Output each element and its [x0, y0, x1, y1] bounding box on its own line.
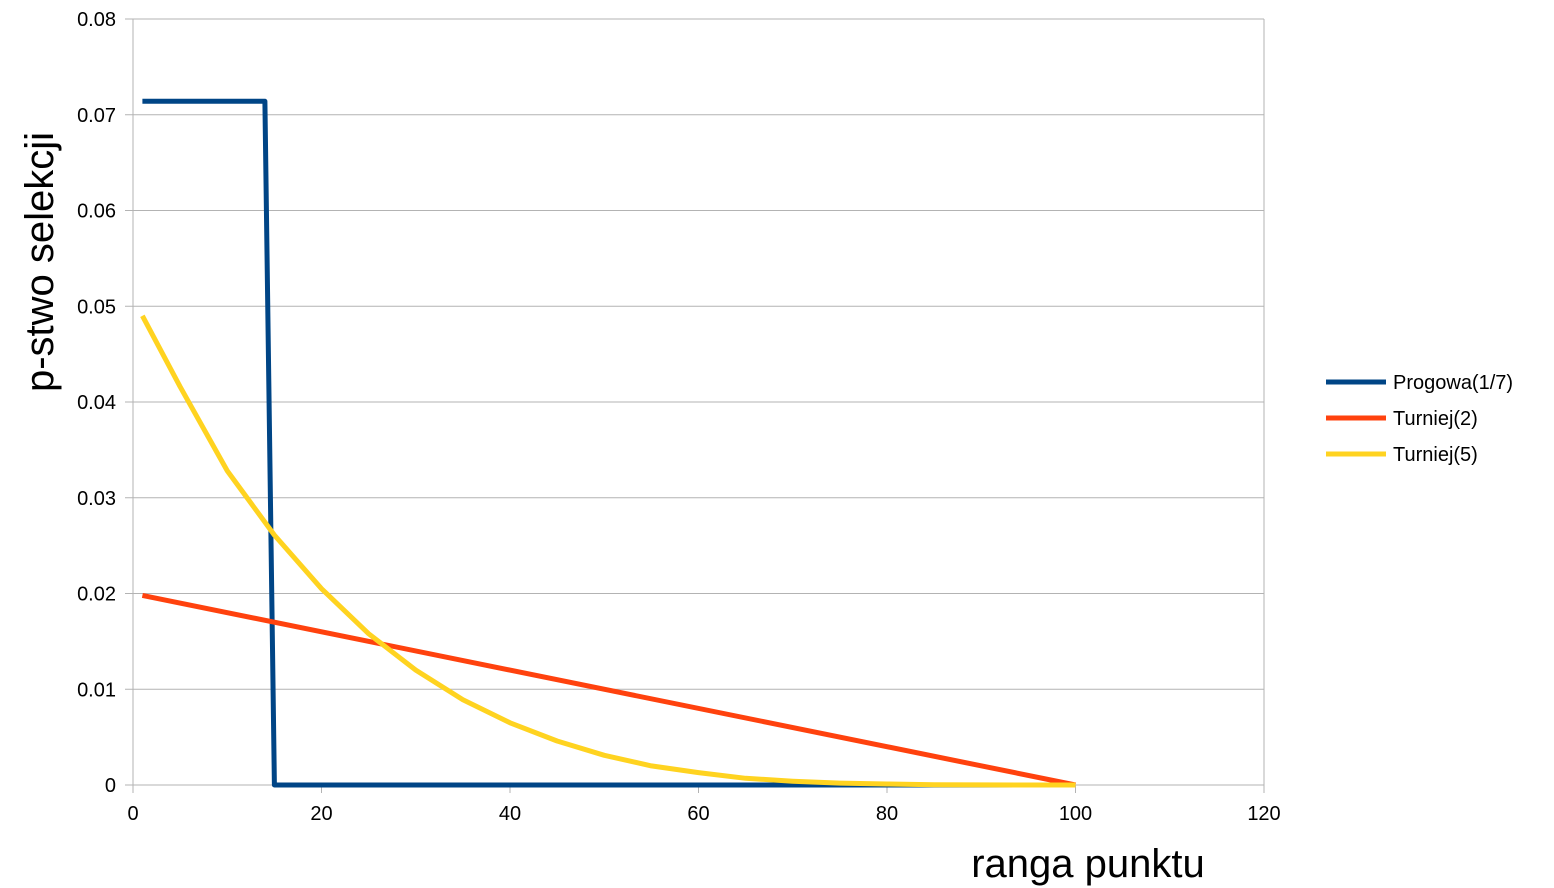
gridlines — [133, 18, 1264, 690]
y-tick-label: 0.03 — [77, 488, 116, 510]
legend-label-1: Turniej(2) — [1393, 408, 1478, 430]
y-tick-label: 0.01 — [77, 679, 116, 701]
axes — [125, 18, 1265, 793]
x-tick-label: 100 — [1059, 803, 1092, 825]
legend-label-2: Turniej(5) — [1393, 444, 1478, 466]
x-tick-label: 60 — [687, 803, 709, 825]
series-line-1 — [141, 592, 1076, 788]
y-tick-label: 0.04 — [77, 392, 116, 414]
y-tick-label: 0.05 — [77, 296, 116, 318]
y-tick-label: 0.07 — [77, 105, 116, 127]
y-axis-title: p-stwo selekcji — [18, 132, 62, 392]
series-line-0 — [142, 98, 1076, 788]
y-tick-label: 0.02 — [77, 584, 116, 606]
y-tick-label: 0.08 — [77, 9, 116, 31]
series-lines — [140, 98, 1076, 788]
legend: Progowa(1/7) Turniej(2) Turniej(5) — [1326, 372, 1513, 466]
legend-label-0: Progowa(1/7) — [1393, 372, 1513, 394]
y-tick-label: 0.06 — [77, 201, 116, 223]
x-tick-label: 40 — [499, 803, 521, 825]
series-line-2 — [140, 314, 1076, 788]
x-tick-label: 0 — [127, 803, 138, 825]
x-axis-title: ranga punktu — [971, 842, 1205, 886]
tick-labels: 0 0.01 0.02 0.03 0.04 0.05 0.06 0.07 0.08 0 20 40 60… — [77, 9, 1281, 825]
x-tick-label: 80 — [876, 803, 898, 825]
x-tick-label: 20 — [310, 803, 332, 825]
y-tick-label: 0 — [105, 775, 116, 797]
x-tick-label: 120 — [1247, 803, 1280, 825]
